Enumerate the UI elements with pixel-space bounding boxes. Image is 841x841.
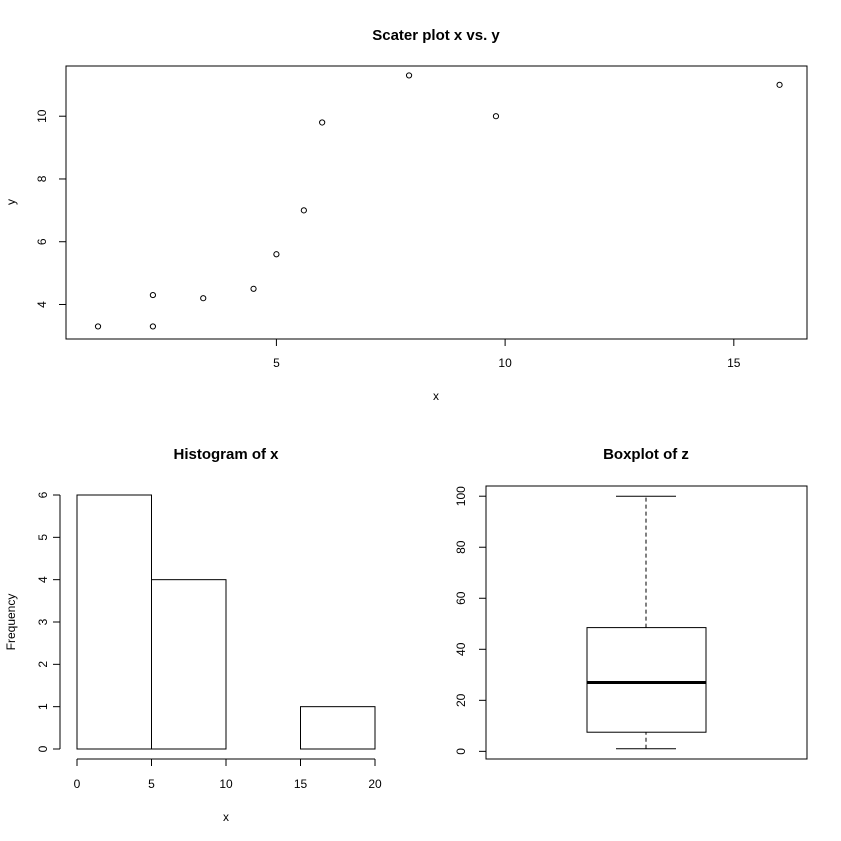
scatter-x-tick-label: 10 bbox=[498, 356, 512, 370]
scatter-y-tick-label: 10 bbox=[35, 109, 49, 123]
scatter-point bbox=[273, 251, 280, 258]
scatter-y-tick-label: 6 bbox=[35, 238, 49, 245]
scatter-point bbox=[405, 72, 413, 79]
boxplot-y-tick-label: 60 bbox=[454, 591, 468, 605]
scatter-point bbox=[94, 323, 102, 330]
boxplot-y-tick-label: 20 bbox=[454, 693, 468, 707]
scatter-y-tick-label: 8 bbox=[35, 175, 49, 182]
histogram-bars bbox=[76, 494, 376, 750]
scatter-point bbox=[776, 81, 783, 88]
histogram-y-tick-label: 5 bbox=[36, 534, 50, 541]
histogram-ylabel: Frequency bbox=[4, 594, 18, 651]
boxplot-y-axis: 0 20 40 60 80 100 bbox=[454, 486, 487, 755]
scatter-point bbox=[300, 207, 307, 214]
histogram-y-axis: 0 1 2 3 4 5 6 bbox=[36, 491, 61, 752]
histogram-bar bbox=[76, 494, 152, 750]
histogram-x-tick-label: 5 bbox=[148, 777, 155, 791]
scatter-panel: Scater plot x vs. y x y 5 10 15 4 6 8 10 bbox=[4, 27, 808, 403]
scatter-point bbox=[149, 291, 157, 299]
histogram-y-tick-label: 2 bbox=[36, 661, 50, 668]
boxplot-y-tick-label: 0 bbox=[454, 748, 468, 755]
histogram-y-tick-label: 0 bbox=[36, 745, 50, 752]
histogram-x-axis: 0 5 10 15 20 bbox=[74, 758, 382, 791]
histogram-panel: Histogram of x x Frequency 0 5 10 15 20 0 1 2 3… bbox=[4, 446, 382, 824]
boxplot-y-tick-label: 40 bbox=[454, 642, 468, 656]
scatter-y-axis: 4 6 8 10 bbox=[35, 109, 67, 308]
boxplot-y-tick-label: 80 bbox=[454, 540, 468, 554]
histogram-x-tick-label: 10 bbox=[219, 777, 233, 791]
histogram-x-tick-label: 20 bbox=[368, 777, 382, 791]
scatter-point bbox=[149, 323, 157, 330]
scatter-x-tick-label: 5 bbox=[273, 356, 280, 370]
histogram-x-tick-label: 0 bbox=[74, 777, 81, 791]
histogram-bar bbox=[151, 579, 227, 750]
histogram-y-tick-label: 4 bbox=[36, 576, 50, 583]
histogram-bar bbox=[300, 706, 376, 750]
histogram-y-tick-label: 1 bbox=[36, 703, 50, 710]
histogram-y-tick-label: 3 bbox=[36, 618, 50, 625]
boxplot-y-tick-label: 100 bbox=[454, 486, 468, 506]
histogram-x-tick-label: 15 bbox=[294, 777, 308, 791]
histogram-xlabel: x bbox=[223, 810, 229, 824]
boxplot-panel: Boxplot of z 0 20 40 60 80 100 bbox=[454, 446, 808, 760]
scatter-x-axis: 5 10 15 bbox=[273, 338, 741, 370]
scatter-y-tick-label: 4 bbox=[35, 301, 49, 308]
scatter-x-tick-label: 15 bbox=[727, 356, 741, 370]
boxplot-box bbox=[586, 627, 707, 733]
scatter-point bbox=[250, 285, 257, 292]
scatter-point bbox=[319, 119, 326, 126]
boxplot-marks bbox=[586, 495, 707, 750]
scatter-ylabel: y bbox=[4, 199, 18, 205]
scatter-point bbox=[200, 295, 207, 302]
scatter-plot-frame bbox=[65, 65, 808, 340]
scatter-xlabel: x bbox=[433, 389, 439, 403]
histogram-title: Histogram of x bbox=[173, 446, 279, 463]
scatter-point bbox=[492, 113, 500, 120]
scatter-points bbox=[94, 72, 783, 330]
scatter-title: Scater plot x vs. y bbox=[372, 27, 500, 44]
boxplot-title: Boxplot of z bbox=[603, 446, 689, 463]
histogram-y-tick-label: 6 bbox=[36, 491, 50, 498]
